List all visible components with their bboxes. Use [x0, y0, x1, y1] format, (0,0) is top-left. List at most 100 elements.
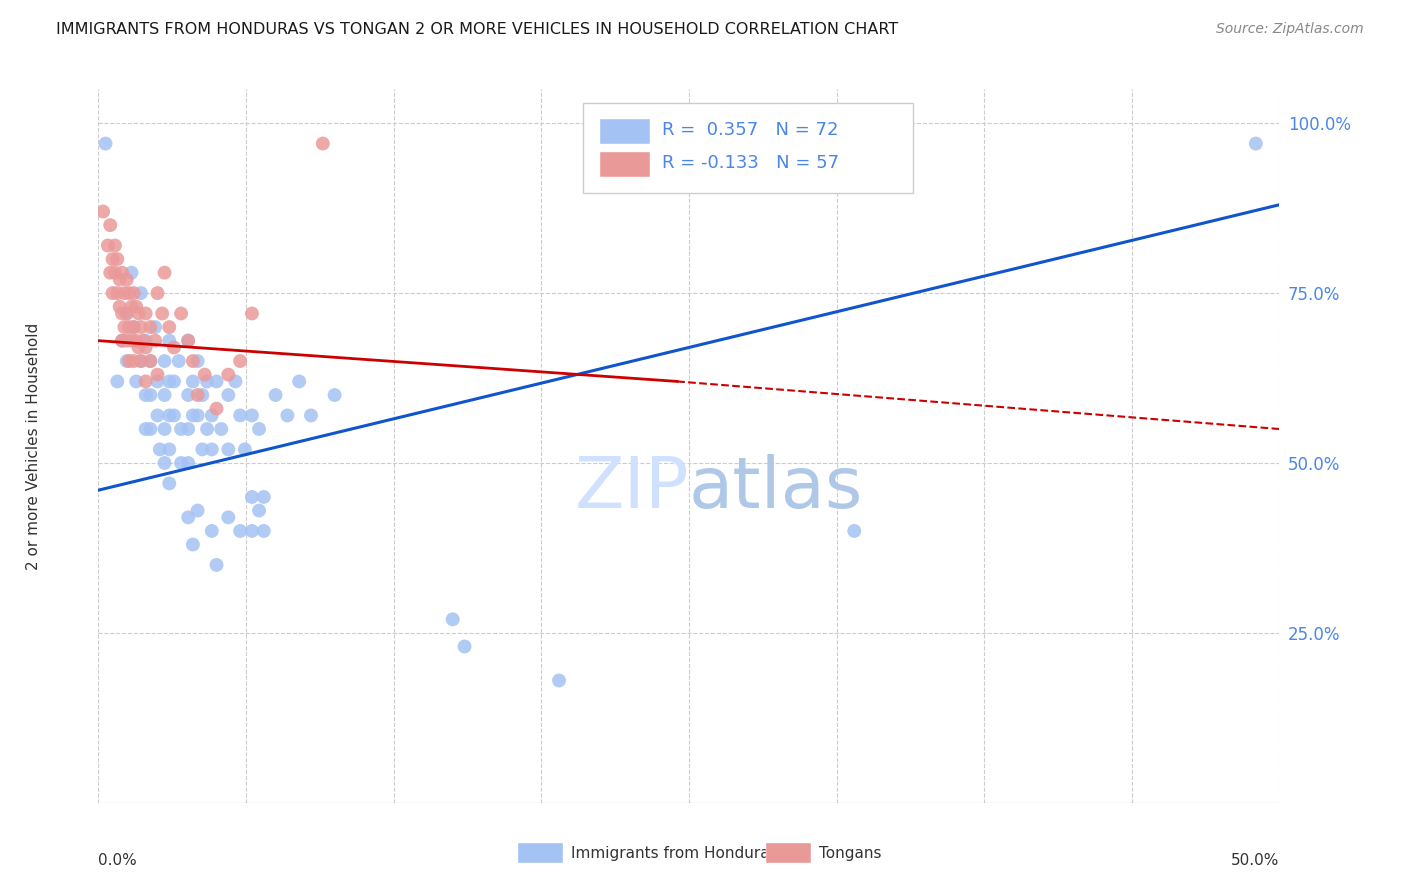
Point: [844, 524, 866, 538]
Point: [135, 388, 157, 402]
Point: [229, 354, 252, 368]
Point: [181, 537, 204, 551]
Point: [115, 272, 138, 286]
Point: [128, 306, 150, 320]
Point: [240, 306, 263, 320]
Point: [153, 456, 176, 470]
Point: [111, 334, 134, 348]
Point: [240, 490, 263, 504]
Point: [170, 456, 193, 470]
Point: [217, 442, 239, 457]
Point: [153, 354, 176, 368]
Point: [135, 306, 157, 320]
Point: [157, 442, 180, 457]
Text: 50.0%: 50.0%: [1232, 853, 1279, 868]
FancyBboxPatch shape: [517, 844, 562, 863]
Text: R = -0.133   N = 57: R = -0.133 N = 57: [662, 154, 839, 172]
Point: [143, 334, 166, 348]
Point: [122, 354, 145, 368]
Point: [177, 422, 200, 436]
Point: [233, 442, 256, 457]
Point: [115, 354, 138, 368]
Text: Immigrants from Honduras: Immigrants from Honduras: [571, 846, 778, 861]
Point: [167, 354, 190, 368]
Point: [453, 640, 475, 654]
Point: [104, 238, 127, 252]
Point: [101, 252, 124, 266]
Text: atlas: atlas: [689, 454, 863, 524]
Point: [135, 341, 157, 355]
Point: [177, 388, 200, 402]
Point: [240, 524, 263, 538]
Point: [125, 334, 148, 348]
Point: [157, 409, 180, 423]
Point: [118, 354, 141, 368]
Point: [129, 354, 152, 368]
Point: [191, 388, 214, 402]
Point: [146, 368, 169, 382]
Point: [157, 375, 180, 389]
Point: [441, 612, 464, 626]
Text: Source: ZipAtlas.com: Source: ZipAtlas.com: [1216, 22, 1364, 37]
Point: [104, 266, 127, 280]
Point: [132, 334, 155, 348]
Point: [139, 354, 162, 368]
Point: [323, 388, 346, 402]
Point: [170, 422, 193, 436]
Point: [163, 409, 186, 423]
FancyBboxPatch shape: [582, 103, 914, 193]
Point: [205, 558, 228, 572]
Point: [247, 503, 270, 517]
Point: [115, 334, 138, 348]
Point: [276, 409, 298, 423]
Point: [187, 388, 209, 402]
Point: [129, 286, 152, 301]
Point: [139, 354, 162, 368]
Point: [111, 334, 134, 348]
Point: [143, 320, 166, 334]
Point: [139, 388, 162, 402]
Point: [139, 320, 162, 334]
FancyBboxPatch shape: [600, 120, 650, 145]
FancyBboxPatch shape: [600, 152, 650, 177]
Point: [209, 422, 232, 436]
FancyBboxPatch shape: [766, 844, 811, 863]
Text: ZIP: ZIP: [575, 454, 689, 524]
Point: [135, 375, 157, 389]
Point: [112, 286, 135, 301]
Point: [153, 422, 176, 436]
Point: [229, 524, 252, 538]
Point: [224, 375, 246, 389]
Point: [205, 401, 228, 416]
Point: [153, 388, 176, 402]
Point: [240, 409, 263, 423]
Point: [191, 442, 214, 457]
Point: [201, 409, 224, 423]
Point: [98, 266, 121, 280]
Point: [187, 354, 209, 368]
Point: [194, 368, 217, 382]
Point: [150, 306, 173, 320]
Point: [201, 442, 224, 457]
Point: [247, 422, 270, 436]
Point: [177, 334, 200, 348]
Point: [146, 286, 169, 301]
Point: [177, 510, 200, 524]
Point: [105, 286, 128, 301]
Point: [177, 334, 200, 348]
Point: [111, 306, 134, 320]
Point: [91, 204, 114, 219]
Point: [264, 388, 287, 402]
Point: [98, 218, 121, 232]
Point: [146, 375, 169, 389]
Point: [122, 320, 145, 334]
Point: [163, 375, 186, 389]
Point: [122, 320, 145, 334]
Point: [108, 300, 131, 314]
Point: [146, 409, 169, 423]
Point: [181, 354, 204, 368]
Point: [217, 368, 239, 382]
Point: [135, 334, 157, 348]
Point: [128, 341, 150, 355]
Point: [129, 320, 152, 334]
